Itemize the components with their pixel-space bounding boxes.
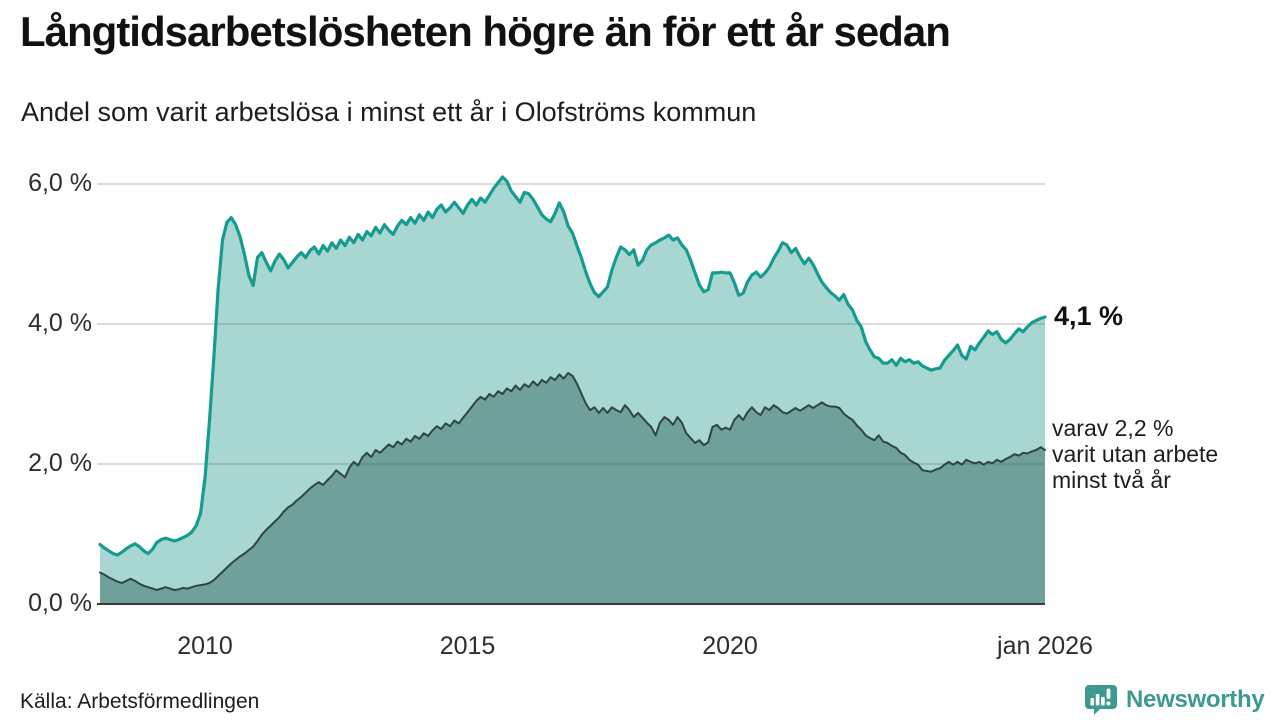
brand-name: Newsworthy [1126,686,1265,713]
x-tick-label: jan 2026 [997,632,1093,660]
one-year-line [98,175,1047,557]
two-year-annotation: varav 2,2 % varit utan arbete minst två … [1052,415,1218,493]
y-tick-label: 4,0 % [28,309,92,337]
x-tick-label: 2010 [177,632,233,660]
two-year-annotation-line: varav 2,2 % [1052,415,1174,441]
page-subtitle: Andel som varit arbetslösa i minst ett å… [21,97,757,127]
y-tick-label: 2,0 % [28,449,92,477]
y-tick-label: 6,0 % [28,169,92,197]
page-title: Långtidsarbetslösheten högre än för ett … [20,8,951,55]
x-tick-label: 2015 [439,632,496,660]
brand-logo: Newsworthy [1084,684,1265,716]
x-tick-label: 2020 [702,632,758,660]
two-year-line [99,372,1046,591]
two-year-annotation-line: varit utan arbete [1052,441,1219,467]
latest-value-annotation: 4,1 % [1054,301,1124,331]
two-year-annotation-line: minst två år [1052,467,1171,493]
y-tick-label: 0,0 % [28,589,92,617]
newsworthy-bubble-chart-icon [1085,685,1117,715]
source-note: Källa: Arbetsförmedlingen [20,690,260,713]
two-year-area-fill [100,373,1045,604]
